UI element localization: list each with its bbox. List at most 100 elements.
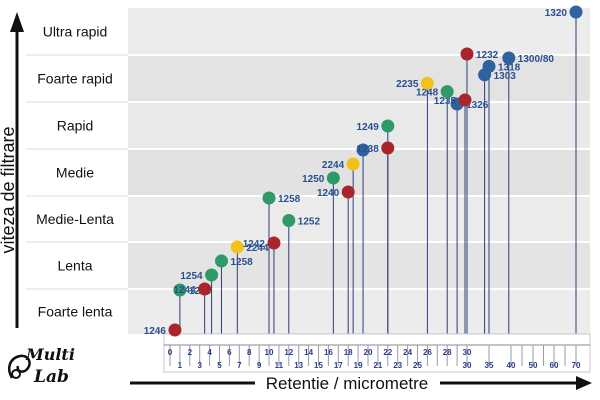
band-2 <box>128 196 590 242</box>
y-axis-arrow-head <box>10 12 24 32</box>
x-tick-top-9: 18 <box>344 348 353 357</box>
point-4 <box>214 254 228 268</box>
point-label-5: 2244 <box>246 243 269 254</box>
logo-text-lab: Lab <box>33 367 69 387</box>
x-tick-top-1: 2 <box>188 348 193 357</box>
category-label-3: Medie <box>56 165 94 181</box>
x-tick-bottom-11: 23 <box>393 361 402 370</box>
x-tick-bottom-9: 19 <box>354 361 363 370</box>
point-label-7: 1252 <box>298 217 321 228</box>
point-label-18: 2235 <box>396 79 419 90</box>
point-8 <box>262 191 276 205</box>
band-4 <box>128 102 590 149</box>
x-tick-top-4: 8 <box>247 348 252 357</box>
x-tick-top-10: 20 <box>364 348 373 357</box>
band-1 <box>128 242 590 289</box>
point-label-21: 1300/80 <box>518 54 555 65</box>
y-axis: viteza de filtrare <box>0 12 24 328</box>
point-label-16: 1235 <box>434 96 457 107</box>
point-13 <box>381 141 395 155</box>
x-tick-labels: 0 2 4 6 8 10 12 14 16 18 20 22 24 26 28 301 3 5 7 9 11 13 15 17… <box>168 348 581 370</box>
x-tick-bottom-12: 25 <box>413 361 422 370</box>
x-tick-top-11: 22 <box>383 348 392 357</box>
multilab-logo: Multi Lab <box>8 345 75 387</box>
x-tick-bottom-4: 9 <box>257 361 262 370</box>
x-tick-top-6: 12 <box>284 348 293 357</box>
point-label-2: 1244 <box>173 285 196 296</box>
point-label-15: 1326 <box>466 100 489 111</box>
point-16 <box>458 93 472 107</box>
x-tick-bottom-18: 70 <box>572 361 581 370</box>
point-label-9: 1240 <box>317 188 340 199</box>
category-bands <box>0 8 590 334</box>
data-points: 1246125612441254125822441242125212581240… <box>144 5 583 337</box>
point-23 <box>569 5 583 19</box>
x-tick-bottom-2: 5 <box>217 361 222 370</box>
x-tick-bottom-17: 60 <box>550 361 559 370</box>
logo-eye-icon <box>11 369 21 379</box>
point-10 <box>326 171 340 185</box>
band-6 <box>128 8 590 55</box>
point-3 <box>205 268 219 282</box>
point-20 <box>482 59 496 73</box>
point-6 <box>267 236 281 250</box>
x-tick-bottom-7: 15 <box>314 361 323 370</box>
x-tick-bottom-8: 17 <box>334 361 343 370</box>
point-22 <box>460 47 474 61</box>
point-11 <box>346 157 360 171</box>
point-label-11: 2244 <box>322 160 345 171</box>
label-area <box>26 8 128 334</box>
point-label-17: 1248 <box>416 88 439 99</box>
point-14 <box>381 119 395 133</box>
point-12 <box>356 143 370 157</box>
point-label-20: 1318 <box>498 62 521 73</box>
point-21 <box>502 51 516 65</box>
x-tick-bottom-5: 11 <box>275 361 284 370</box>
band-3 <box>128 149 590 196</box>
point-5 <box>230 240 244 254</box>
point-1 <box>173 283 187 297</box>
x-tick-top-5: 10 <box>265 348 274 357</box>
x-tick-bottom-13: 30 <box>463 361 472 370</box>
x-tick-top-3: 6 <box>227 348 232 357</box>
category-label-4: Rapid <box>57 118 94 134</box>
x-tick-top-7: 14 <box>304 348 313 357</box>
x-tick-bottom-0: 1 <box>178 361 183 370</box>
point-label-19: 1303 <box>494 71 517 82</box>
point-2 <box>198 282 212 296</box>
x-axis-label: Retentie / micrometre <box>266 374 429 393</box>
x-tick-bottom-6: 13 <box>294 361 303 370</box>
x-axis-box <box>163 333 591 373</box>
x-tick-bottom-1: 3 <box>197 361 202 370</box>
point-18 <box>420 76 434 90</box>
x-tick-top-15: 30 <box>463 348 472 357</box>
category-label-0: Foarte lenta <box>38 304 113 320</box>
point-label-10: 1250 <box>302 174 325 185</box>
point-17 <box>440 85 454 99</box>
tick-box <box>163 333 591 373</box>
point-9 <box>341 185 355 199</box>
point-label-8: 1258 <box>278 194 301 205</box>
category-label-1: Lenta <box>57 258 92 274</box>
logo-text-multi: Multi <box>25 345 75 364</box>
point-label-13: 1238 <box>357 144 380 155</box>
x-tick-bottom-15: 40 <box>507 361 516 370</box>
x-tick-top-12: 24 <box>403 348 412 357</box>
x-tick-bottom-3: 7 <box>237 361 242 370</box>
x-tick-bottom-14: 35 <box>485 361 494 370</box>
x-axis-arrow-head <box>576 376 592 390</box>
x-tick-top-14: 28 <box>443 348 452 357</box>
point-label-4: 1258 <box>230 257 253 268</box>
x-tick-bottom-10: 21 <box>373 361 382 370</box>
x-tick-top-13: 26 <box>423 348 432 357</box>
point-label-14: 1249 <box>357 122 380 133</box>
point-0 <box>168 323 182 337</box>
x-tick-top-8: 16 <box>324 348 333 357</box>
point-label-22: 1232 <box>476 50 499 61</box>
y-axis-label: viteza de filtrare <box>0 126 18 253</box>
logo-swirl-icon <box>8 354 31 379</box>
x-axis: Retentie / micrometre <box>130 374 592 393</box>
category-label-2: Medie-Lenta <box>36 211 114 227</box>
point-label-0: 1246 <box>144 326 167 337</box>
